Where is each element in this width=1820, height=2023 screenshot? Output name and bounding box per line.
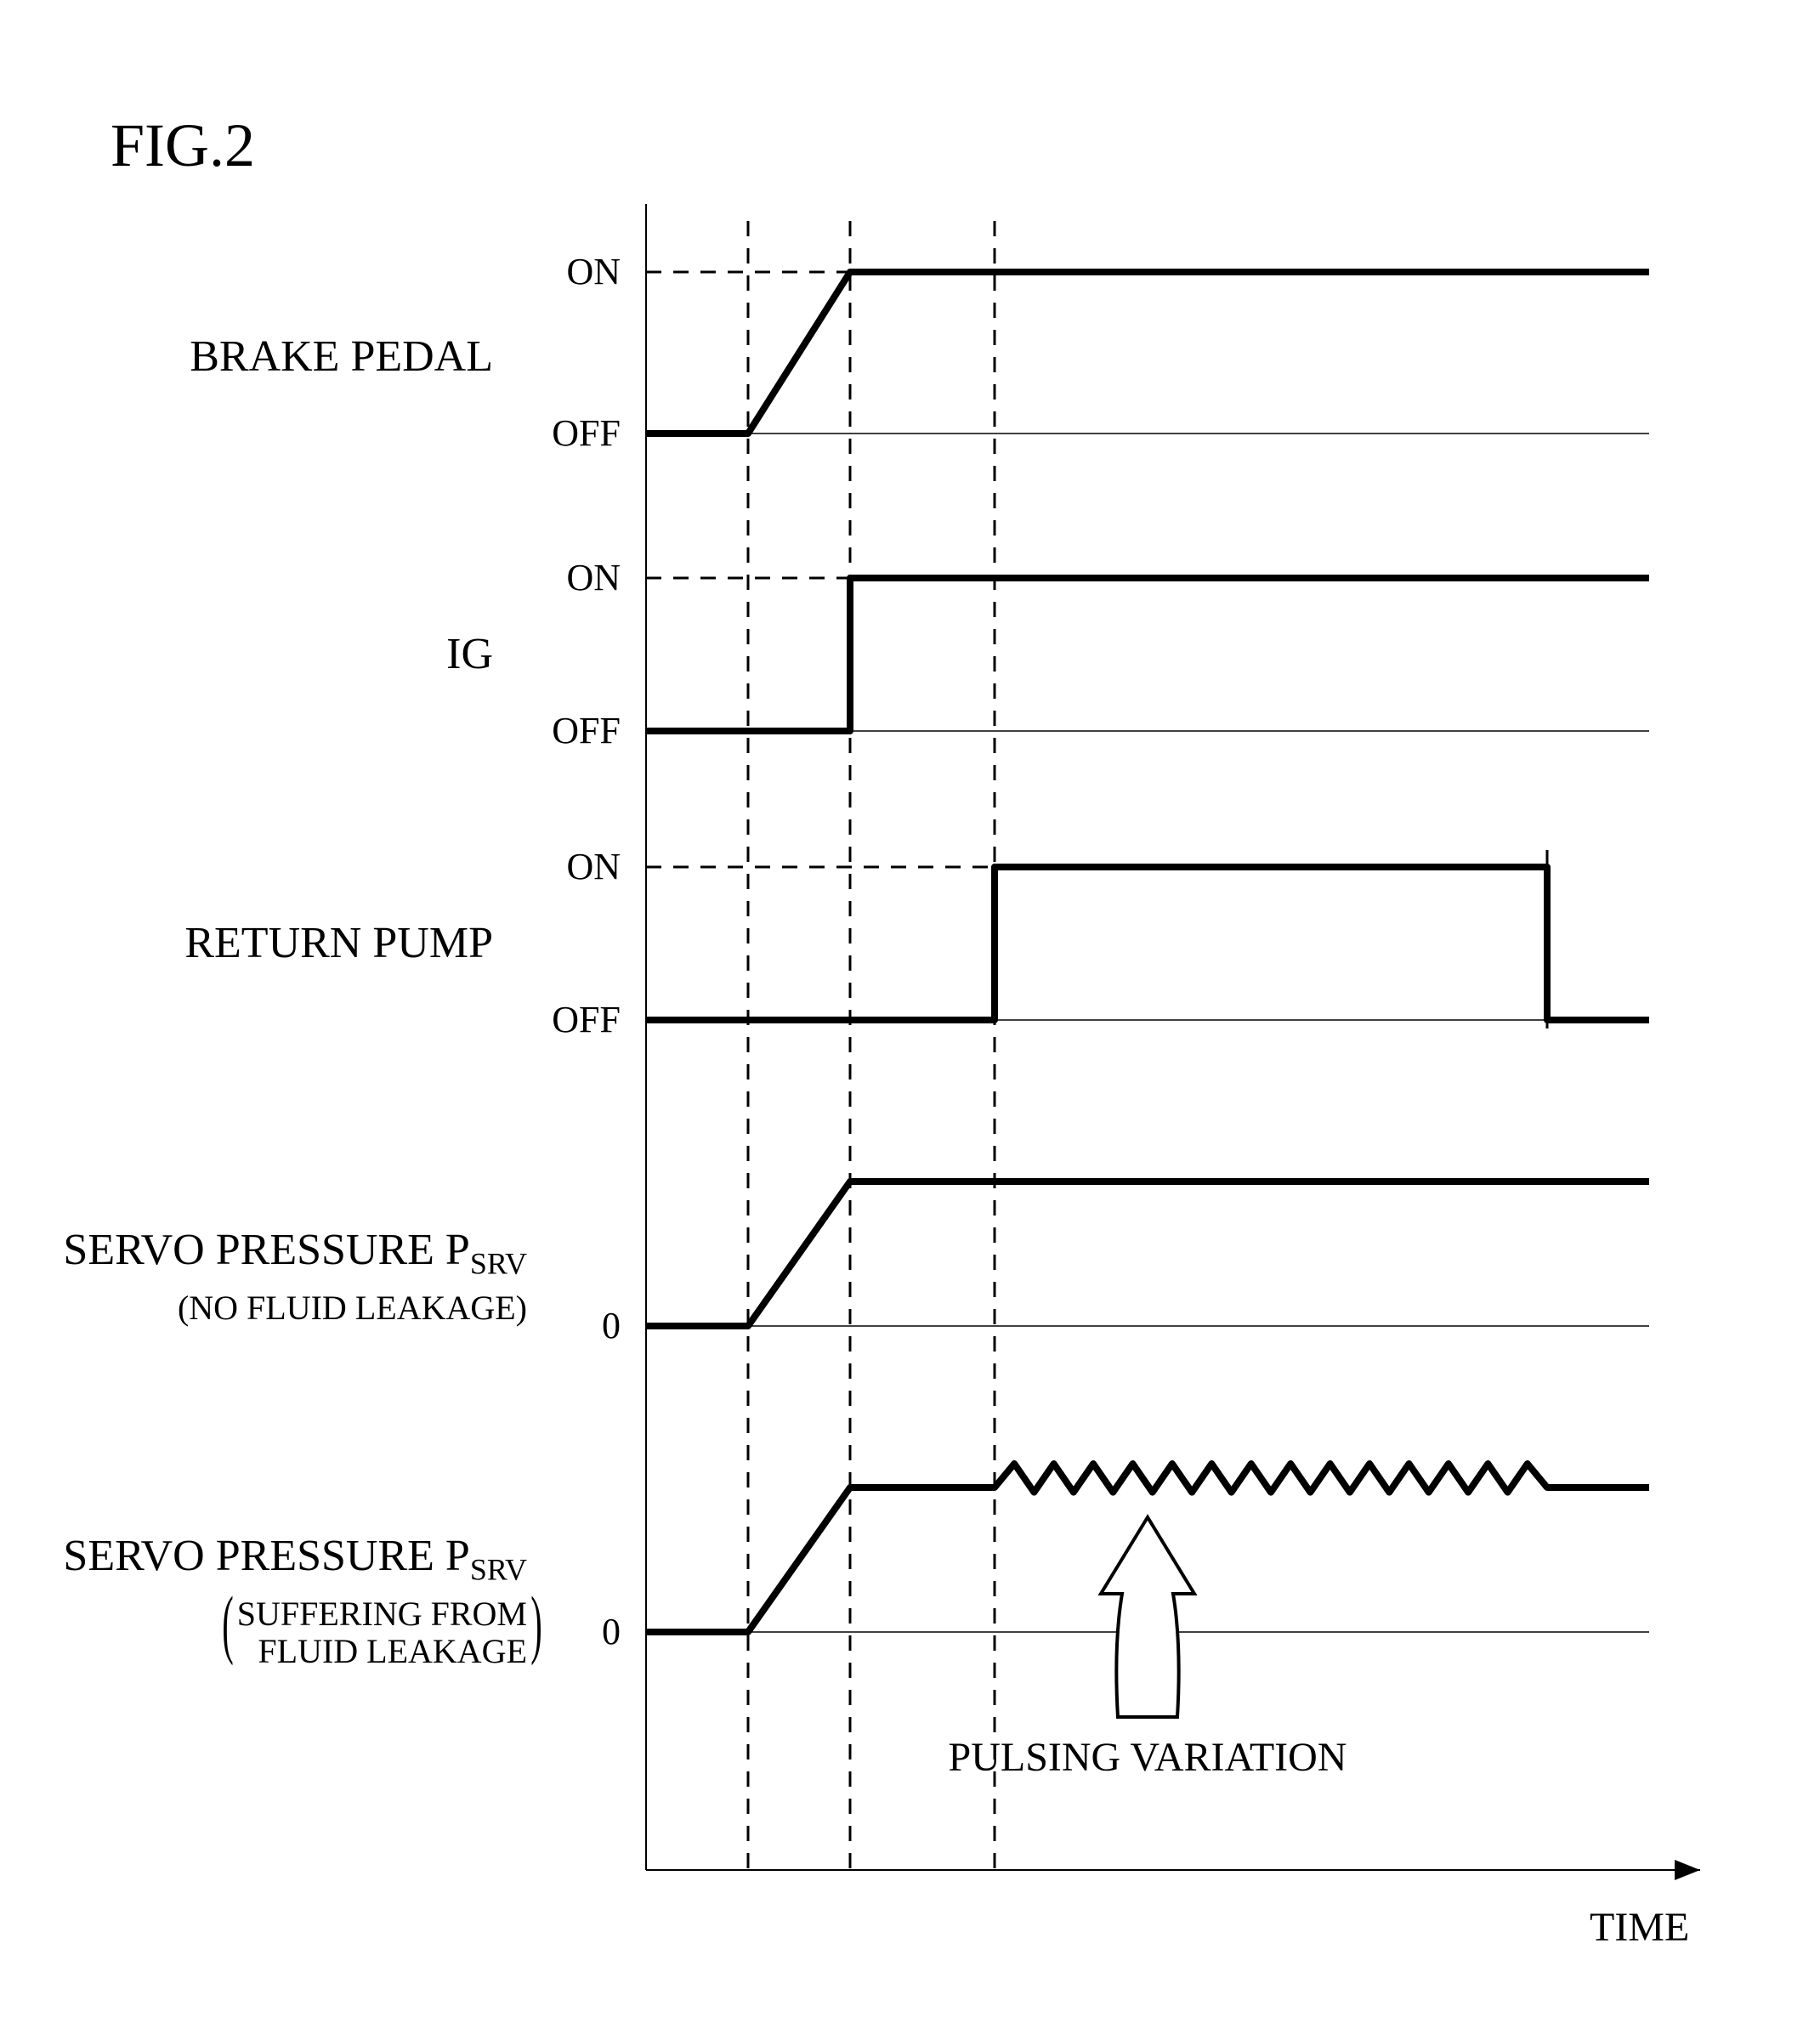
timing-chart (0, 0, 1820, 2023)
